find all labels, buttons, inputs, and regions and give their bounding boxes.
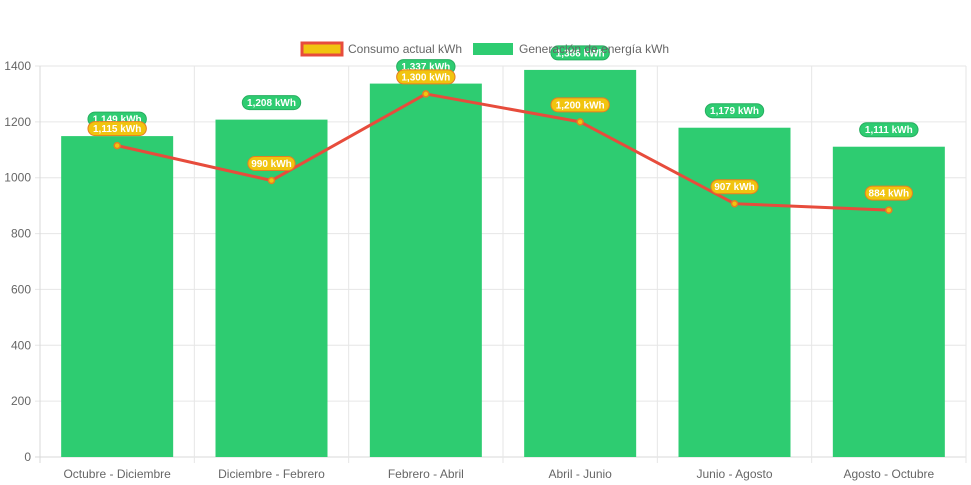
y-tick-label: 1400: [4, 59, 31, 73]
line-data-label-text: 1,115 kWh: [93, 124, 141, 135]
line-data-label-text: 1,200 kWh: [556, 100, 605, 111]
y-tick-label: 600: [11, 282, 31, 296]
line-path: [116, 92, 889, 212]
line-point[interactable]: [422, 90, 430, 98]
grid: [35, 65, 967, 463]
line-data-label-text: 907 kWh: [714, 182, 755, 193]
y-tick-label: 800: [11, 227, 31, 241]
line-data-label-bg: [396, 69, 456, 85]
bar-data-label: 1,208 kWh: [241, 95, 302, 111]
bar-data-label: 1,111 kWh: [859, 122, 919, 138]
line-data-label-bg: [864, 185, 913, 201]
bar-data-label-text: 1,149 kWh: [93, 115, 142, 126]
x-tick-label: Octubre - Diciembre: [63, 467, 171, 481]
legend-item-generacion[interactable]: Generación de energía kWh: [473, 42, 669, 56]
line-data-label: 990 kWh: [247, 156, 296, 172]
bar[interactable]: [678, 127, 791, 458]
line-point[interactable]: [576, 118, 584, 126]
line-data-label-bg: [247, 156, 296, 172]
line-data-label-bg: [87, 121, 147, 137]
line-point[interactable]: [113, 141, 121, 150]
legend-label: Consumo actual kWh: [348, 42, 462, 56]
bar[interactable]: [61, 136, 174, 457]
legend-swatch: [473, 43, 513, 55]
legend-item-consumo[interactable]: Consumo actual kWh: [300, 41, 462, 57]
line-data-label-text: 990 kWh: [251, 159, 292, 170]
y-tick-label: 0: [24, 450, 31, 464]
bar-data-label: 1,386 kWh: [550, 45, 610, 61]
line-data-label: 1,300 kWh: [396, 69, 456, 85]
bar[interactable]: [524, 69, 637, 457]
line-data-label: 1,115 kWh: [87, 121, 147, 137]
y-tick-label: 1000: [4, 171, 31, 185]
line-data-label: 907 kWh: [710, 179, 759, 195]
x-tick-label: Abril - Junio: [548, 467, 612, 481]
bar-data-label-text: 1,208 kWh: [247, 98, 296, 109]
x-tick-label: Junio - Agosto: [696, 467, 772, 481]
data-labels: 1,149 kWh 1,208 kWh 1,337 kWh 1,386 kWh 1,17…: [87, 45, 919, 201]
x-tick-label: Diciembre - Febrero: [218, 467, 325, 481]
bar-data-label-text: 1,111 kWh: [865, 125, 913, 136]
line-data-label: 1,200 kWh: [550, 97, 610, 113]
bar-data-label-bg: [550, 45, 610, 61]
legend-label: Generación de energía kWh: [519, 42, 669, 56]
bar-data-label-bg: [241, 95, 302, 111]
bar[interactable]: [215, 119, 328, 457]
bar-series: [61, 69, 945, 458]
bar-data-label-text: 1,337 kWh: [401, 62, 450, 73]
line-point[interactable]: [267, 176, 276, 185]
y-tick-label: 400: [11, 338, 31, 352]
bar-data-label-bg: [704, 103, 765, 119]
line-data-label-text: 884 kWh: [869, 189, 910, 200]
x-tick-label: Agosto - Octubre: [843, 467, 934, 481]
x-tick-label: Febrero - Abril: [388, 467, 464, 481]
y-tick-label: 1200: [4, 115, 31, 129]
y-tick-label: 200: [11, 394, 31, 408]
line-data-label-text: 1,300 kWh: [401, 72, 450, 83]
legend[interactable]: Consumo actual kWh Generación de energía …: [300, 41, 669, 57]
axes: 0 200 400 600 800 1000 1200 1400 Octubre - Dicie…: [4, 59, 934, 481]
line-point[interactable]: [730, 199, 739, 208]
bar[interactable]: [369, 83, 482, 457]
line-data-label-bg: [710, 179, 759, 195]
line-point[interactable]: [885, 206, 893, 214]
line-data-label: 884 kWh: [864, 185, 913, 201]
line-series: [113, 90, 893, 214]
bar-data-label-bg: [859, 122, 919, 138]
bar-data-label: 1,179 kWh: [704, 103, 765, 119]
bar-data-label-text: 1,386 kWh: [556, 48, 605, 59]
bar-data-label-text: 1,179 kWh: [710, 106, 759, 117]
legend-swatch: [300, 41, 344, 57]
line-data-label-bg: [550, 97, 610, 113]
